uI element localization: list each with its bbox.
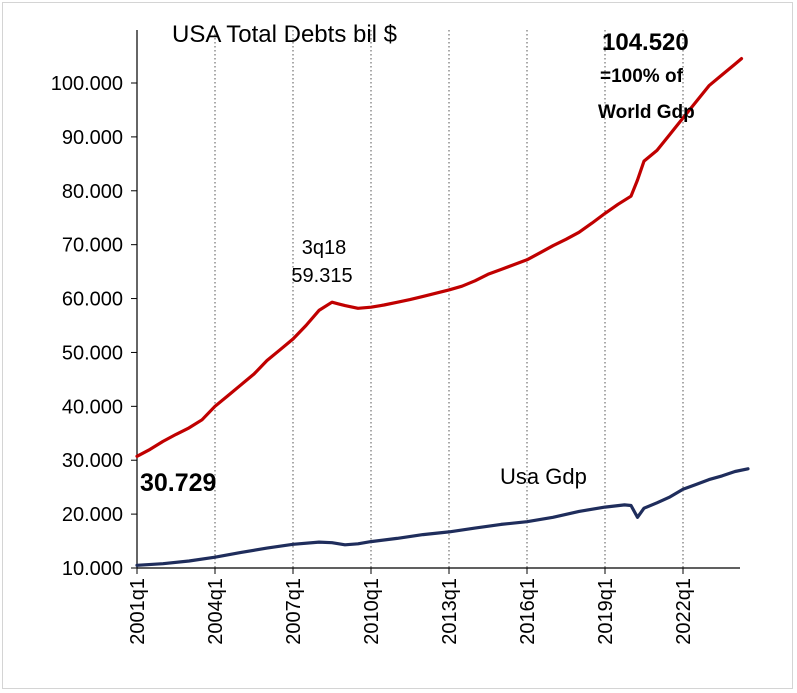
- y-tick-label: 40.000: [62, 396, 123, 418]
- y-tick-label: 100.000: [51, 73, 123, 95]
- x-tick-label: 2007q1: [283, 578, 305, 645]
- end-value-label: 104.520: [602, 29, 689, 56]
- end-note-line-2: World Gdp: [598, 102, 695, 123]
- chart-title: USA Total Debts bil $: [172, 21, 397, 48]
- x-tick-label: 2019q1: [595, 578, 617, 645]
- start-value-label: 30.729: [140, 469, 216, 497]
- y-tick-labels: 10.000 20.000 30.000 40.000 50.000 60.000 70.0…: [51, 73, 123, 580]
- x-tick-label: 2022q1: [673, 578, 695, 645]
- y-tick-label: 60.000: [62, 289, 123, 311]
- peak-label: 3q18: [302, 237, 347, 259]
- axes: [131, 30, 740, 574]
- gdp-series-label: Usa Gdp: [500, 464, 587, 489]
- end-note-line-1: =100% of: [600, 66, 684, 87]
- gdp-series-line: [135, 467, 750, 567]
- debt-series-line: [135, 56, 744, 458]
- y-tick-label: 80.000: [62, 181, 123, 203]
- y-tick-label: 30.000: [62, 450, 123, 472]
- y-tick-label: 70.000: [62, 235, 123, 257]
- y-tick-label: 20.000: [62, 504, 123, 526]
- y-tick-label: 50.000: [62, 342, 123, 364]
- series-lines: [135, 56, 750, 567]
- x-tick-label: 2013q1: [439, 578, 461, 645]
- x-tick-label: 2001q1: [127, 578, 149, 645]
- x-tick-label: 2016q1: [517, 578, 539, 645]
- y-tick-label: 90.000: [62, 127, 123, 149]
- grid-lines: [214, 30, 684, 568]
- x-tick-labels: 2001q1 2004q1 2007q1 2010q1 2013q1 2016q1 2019…: [127, 578, 695, 645]
- peak-value-label: 59.315: [291, 265, 352, 287]
- x-tick-label: 2004q1: [205, 578, 227, 645]
- y-tick-label: 10.000: [62, 558, 123, 580]
- x-tick-label: 2010q1: [361, 578, 383, 645]
